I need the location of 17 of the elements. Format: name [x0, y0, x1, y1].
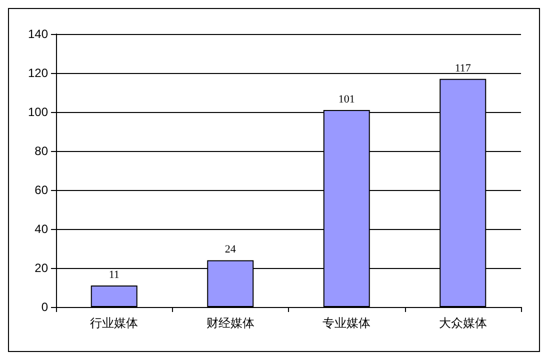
x-tick-label: 财经媒体 [206, 316, 254, 330]
data-label: 117 [454, 62, 472, 74]
y-tick-label: 60 [34, 183, 48, 197]
y-tick-label: 40 [34, 222, 48, 236]
y-tick-label: 140 [28, 27, 48, 41]
y-tick-label: 20 [34, 261, 48, 275]
bar [90, 286, 138, 307]
y-tick-label: 80 [34, 144, 48, 158]
y-tick-label: 0 [41, 300, 48, 314]
x-tick-label: 专业媒体 [322, 316, 371, 330]
x-tick-label: 大众媒体 [438, 316, 487, 330]
data-label: 11 [108, 269, 120, 282]
y-tick-label: 100 [28, 105, 48, 119]
y-tick-label: 120 [28, 66, 48, 80]
data-label: 24 [224, 244, 236, 256]
x-tick-label: 行业媒体 [90, 316, 138, 330]
data-label: 101 [338, 94, 355, 106]
